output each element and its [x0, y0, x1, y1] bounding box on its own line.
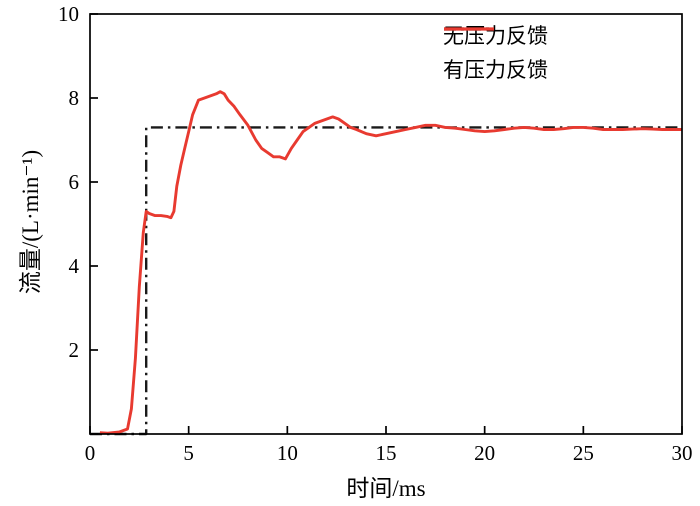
y-axis-ticks: 2 4 6 8 10: [58, 2, 98, 435]
solid-line-sample-icon: [444, 27, 494, 31]
legend-item-with-feedback: 有压力反馈: [443, 27, 548, 82]
x-tick-label: 20: [474, 441, 495, 465]
x-tick-label: 5: [183, 441, 194, 465]
y-tick-label: 2: [69, 338, 80, 362]
y-tick-label: 6: [69, 170, 80, 194]
x-tick-label: 15: [376, 441, 397, 465]
x-tick-label: 30: [672, 441, 693, 465]
legend-label-with-feedback: 有压力反馈: [443, 58, 548, 82]
x-axis-label: 时间/ms: [346, 476, 426, 501]
x-tick-label: 25: [573, 441, 594, 465]
y-tick-label: 4: [69, 254, 80, 278]
y-tick-label: 10: [58, 2, 79, 26]
x-tick-label: 0: [85, 441, 96, 465]
series-line-1: [99, 90, 682, 435]
plot-frame: [89, 13, 683, 435]
x-axis-ticks: 0 5 10 15 20 25 30: [85, 426, 693, 465]
y-tick-label: 8: [69, 86, 80, 110]
chart-legend: 无压力反馈 有压力反馈: [443, 22, 548, 82]
y-axis-label: 流量/(L·min⁻¹): [18, 149, 43, 295]
x-tick-label: 10: [277, 441, 298, 465]
